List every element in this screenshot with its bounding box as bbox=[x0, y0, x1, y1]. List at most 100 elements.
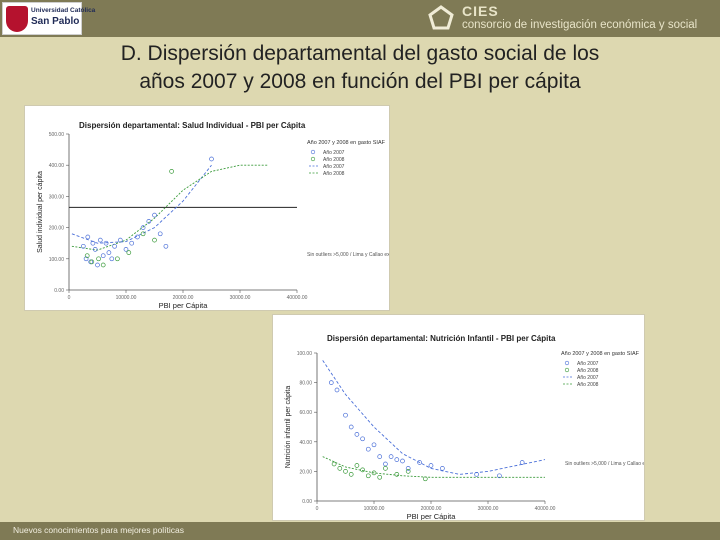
data-point bbox=[519, 460, 525, 465]
data-point bbox=[337, 466, 343, 471]
y-tick-label: 200.00 bbox=[49, 226, 65, 232]
chart-note: Sin outliers >5,000 / Lima y Callao excl… bbox=[565, 461, 644, 467]
data-point bbox=[96, 256, 101, 262]
data-point bbox=[348, 472, 354, 477]
data-point bbox=[100, 253, 106, 259]
legend-header: Año 2007 y 2008 en gasto SIAF bbox=[561, 351, 640, 357]
fit-line-green bbox=[71, 164, 269, 251]
fit-line-green bbox=[322, 456, 545, 478]
x-tick-label: 0 bbox=[316, 506, 319, 512]
cies-name: CIES bbox=[462, 3, 499, 19]
data-point bbox=[126, 250, 132, 255]
fit-line-blue bbox=[71, 164, 212, 244]
x-tick-label: 30000.00 bbox=[230, 295, 251, 301]
data-point bbox=[89, 259, 95, 265]
data-point bbox=[112, 243, 117, 249]
data-point bbox=[417, 460, 422, 465]
y-tick-label: 100.00 bbox=[49, 257, 65, 263]
chart-nutricion-infantil-svg: Dispersión departamental: Nutrición Infa… bbox=[285, 334, 644, 520]
data-point bbox=[106, 250, 112, 255]
data-point bbox=[343, 469, 348, 474]
x-tick-label: 0 bbox=[68, 295, 71, 301]
slide-title-line1: D. Dispersión departamental del gasto so… bbox=[120, 42, 600, 65]
cies-logo-icon bbox=[428, 5, 454, 30]
data-point bbox=[103, 240, 109, 246]
y-tick-label: 20.00 bbox=[299, 469, 312, 475]
y-tick-label: 100.00 bbox=[297, 351, 313, 357]
data-point bbox=[354, 463, 360, 468]
x-tick-label: 10000.00 bbox=[116, 295, 137, 301]
slide-title-line2: años 2007 y 2008 en función del PBI per … bbox=[139, 70, 581, 93]
y-tick-label: 60.00 bbox=[299, 410, 312, 416]
data-point bbox=[354, 432, 360, 437]
legend-entry: Año 2007 bbox=[323, 150, 345, 156]
data-point bbox=[371, 442, 377, 448]
data-point bbox=[100, 262, 106, 268]
data-point bbox=[84, 253, 90, 259]
data-point bbox=[152, 212, 157, 218]
chart-title: Dispersión departamental: Salud Individu… bbox=[79, 121, 306, 130]
data-point bbox=[343, 412, 348, 418]
data-point bbox=[474, 472, 479, 477]
x-axis-label: PBI per Cápita bbox=[159, 301, 209, 310]
data-point bbox=[92, 247, 98, 252]
legend-entry: Año 2008 bbox=[323, 171, 345, 177]
data-point bbox=[169, 169, 174, 174]
data-point bbox=[90, 240, 96, 246]
chart-salud-individual: Dispersión departamental: Salud Individu… bbox=[25, 106, 389, 310]
x-tick-label: 20000.00 bbox=[173, 295, 194, 301]
data-point bbox=[497, 473, 502, 479]
university-crest-icon bbox=[6, 6, 28, 32]
chart-nutricion-infantil: Dispersión departamental: Nutrición Infa… bbox=[273, 315, 644, 520]
y-axis-label: Salud individual per cápita bbox=[37, 171, 44, 253]
x-tick-label: 10000.00 bbox=[364, 506, 385, 512]
data-point bbox=[117, 237, 123, 243]
slide-title: D. Dispersión departamental del gasto so… bbox=[0, 40, 720, 96]
data-point bbox=[365, 473, 371, 479]
top-bar: Universidad Católica San Pablo CIES cons… bbox=[0, 0, 720, 37]
data-point bbox=[115, 256, 120, 262]
y-tick-label: 300.00 bbox=[49, 194, 65, 200]
university-name-line2: San Pablo bbox=[31, 16, 80, 27]
data-point bbox=[394, 472, 400, 477]
data-point bbox=[85, 234, 91, 240]
data-point bbox=[377, 474, 383, 480]
data-point bbox=[146, 219, 152, 224]
cies-subtitle: consorcio de investigación económica y s… bbox=[462, 19, 698, 31]
legend-entry: Año 2008 bbox=[577, 368, 599, 374]
legend-entry: Año 2007 bbox=[323, 164, 345, 170]
data-point bbox=[377, 454, 383, 459]
data-point bbox=[152, 237, 157, 243]
x-tick-label: 20000.00 bbox=[421, 506, 442, 512]
x-tick-label: 30000.00 bbox=[478, 506, 499, 512]
data-point bbox=[80, 243, 86, 249]
data-point bbox=[371, 470, 377, 476]
data-point bbox=[394, 457, 400, 462]
data-point bbox=[383, 461, 388, 467]
fit-line-blue bbox=[322, 360, 546, 475]
data-point bbox=[422, 476, 428, 482]
data-point bbox=[405, 469, 411, 474]
data-point bbox=[328, 380, 334, 385]
legend-marker bbox=[564, 367, 570, 373]
data-point bbox=[83, 256, 89, 262]
legend-marker bbox=[310, 156, 316, 162]
legend-entry: Año 2007 bbox=[577, 361, 599, 367]
chart-title: Dispersión departamental: Nutrición Infa… bbox=[327, 334, 556, 343]
y-tick-label: 500.00 bbox=[49, 132, 65, 138]
legend-entry: Año 2008 bbox=[577, 382, 599, 388]
data-point bbox=[365, 446, 371, 452]
data-point bbox=[360, 467, 365, 473]
footer-bar: Nuevos conocimientos para mejores políti… bbox=[0, 522, 720, 540]
data-point bbox=[129, 240, 135, 246]
data-point bbox=[157, 231, 163, 237]
legend-entry: Año 2007 bbox=[577, 375, 599, 381]
data-point bbox=[209, 156, 214, 162]
x-axis-label: PBI per Cápita bbox=[407, 512, 457, 520]
data-point bbox=[97, 237, 103, 243]
data-point bbox=[440, 466, 445, 471]
data-point bbox=[360, 436, 365, 442]
data-point bbox=[140, 231, 146, 237]
chart-note: Sin outliers >5,000 / Lima y Callao excl… bbox=[307, 252, 389, 258]
data-point bbox=[123, 247, 129, 252]
